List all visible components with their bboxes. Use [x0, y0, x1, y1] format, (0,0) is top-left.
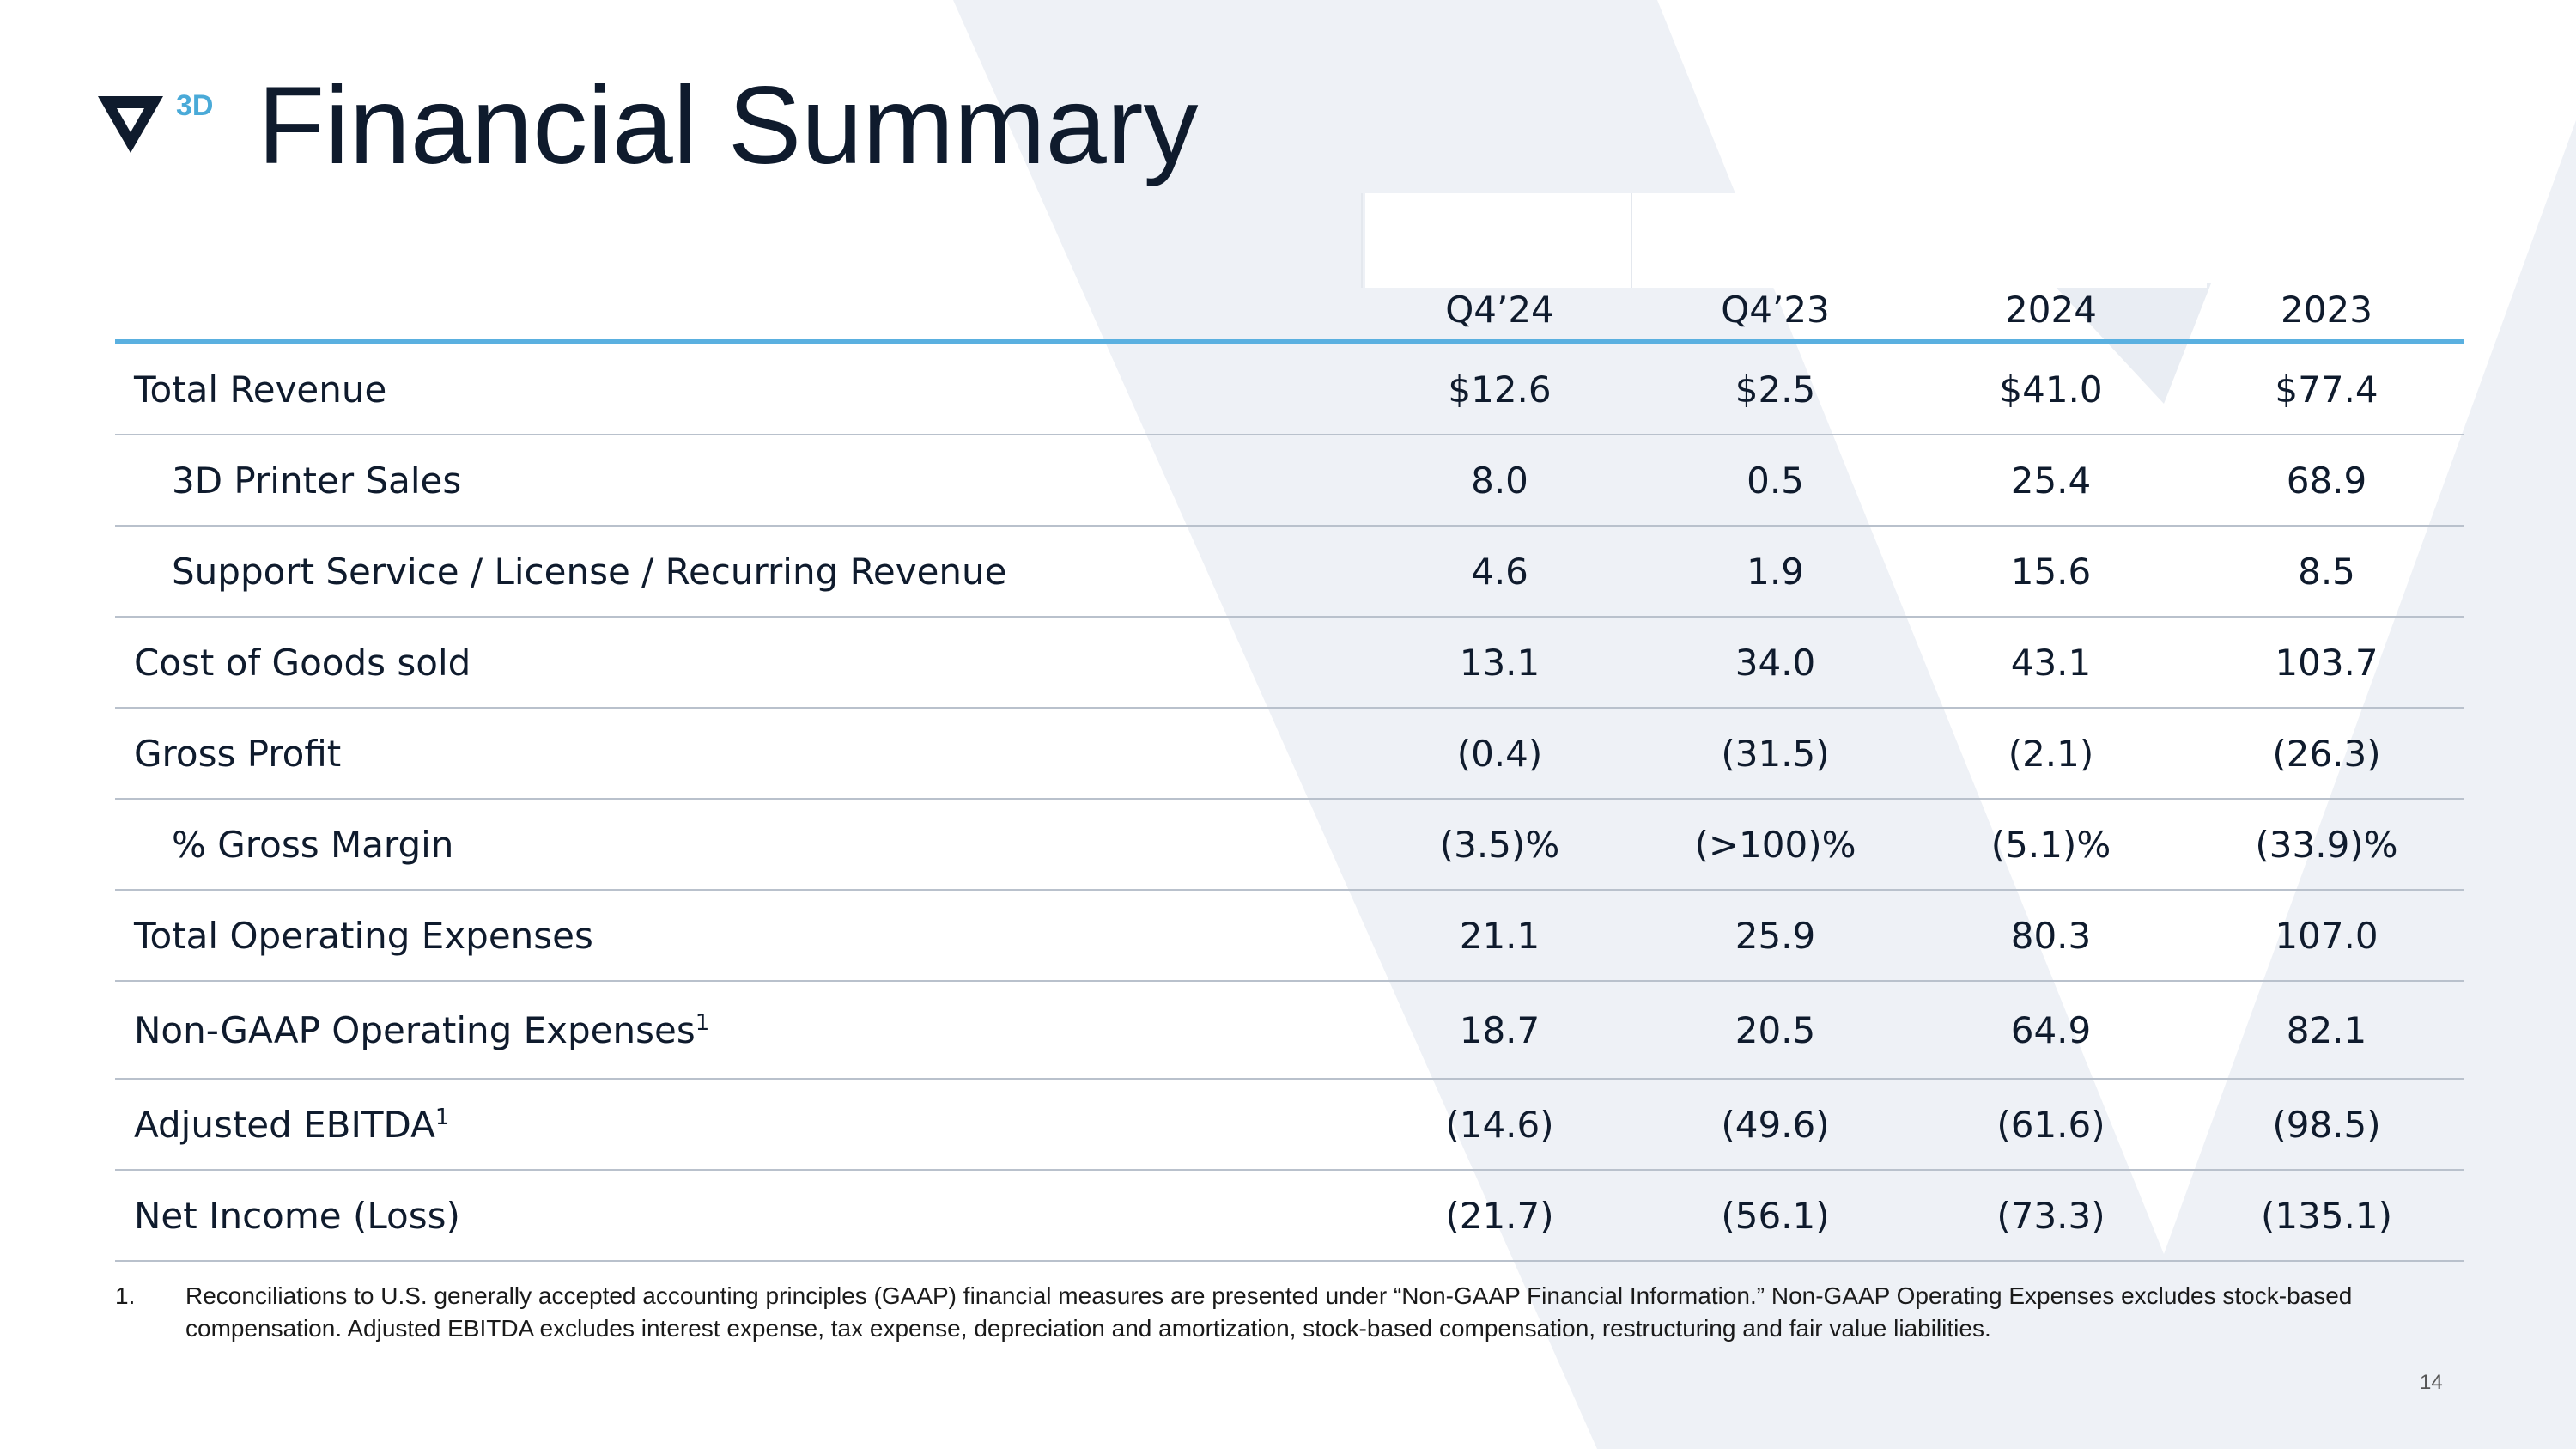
cell-value: 82.1 [2189, 981, 2464, 1080]
footnote-number: 1. [115, 1282, 136, 1309]
financial-summary-table: Q4’24 Q4’23 2024 2023 Total Revenue $12.… [115, 271, 2464, 1262]
table-row: Net Income (Loss) (21.7) (56.1) (73.3) (… [115, 1170, 2464, 1262]
page-number: 14 [2420, 1371, 2443, 1394]
cell-value: (3.5)% [1362, 799, 1637, 891]
footnote: 1. Reconciliations to U.S. generally acc… [115, 1280, 2391, 1345]
row-label: Net Income (Loss) [115, 1170, 1362, 1262]
cell-value: 103.7 [2189, 617, 2464, 709]
cell-value: (21.7) [1362, 1170, 1637, 1262]
page-title: Financial Summary [258, 64, 1199, 187]
table-row: Total Operating Expenses 21.1 25.9 80.3 … [115, 890, 2464, 982]
logo-3d-text: 3D [176, 89, 214, 122]
cell-value: 18.7 [1362, 981, 1637, 1080]
row-label: Total Operating Expenses [115, 890, 1362, 982]
cell-value: (33.9)% [2189, 799, 2464, 891]
cell-value: 80.3 [1913, 890, 2189, 982]
table-row: Adjusted EBITDA1 (14.6) (49.6) (61.6) (9… [115, 1079, 2464, 1171]
row-label: Support Service / License / Recurring Re… [115, 526, 1362, 618]
cell-value: $12.6 [1362, 342, 1637, 435]
table-row: Total Revenue $12.6 $2.5 $41.0 $77.4 [115, 342, 2464, 435]
row-label: 3D Printer Sales [115, 435, 1362, 527]
cell-value: 21.1 [1362, 890, 1637, 982]
cell-value: 0.5 [1637, 435, 1913, 527]
cell-value: (26.3) [2189, 708, 2464, 800]
table-row: 3D Printer Sales 8.0 0.5 25.4 68.9 [115, 435, 2464, 527]
cell-value: (2.1) [1913, 708, 2189, 800]
row-label: Cost of Goods sold [115, 617, 1362, 709]
cell-value: $2.5 [1637, 342, 1913, 435]
cell-value: 1.9 [1637, 526, 1913, 618]
row-label: Total Revenue [115, 342, 1362, 435]
cell-value: 20.5 [1637, 981, 1913, 1080]
cell-value: (14.6) [1362, 1079, 1637, 1171]
table-row: Non-GAAP Operating Expenses1 18.7 20.5 6… [115, 981, 2464, 1080]
table-row: Cost of Goods sold 13.1 34.0 43.1 103.7 [115, 617, 2464, 709]
cell-value: 25.4 [1913, 435, 2189, 527]
column-header: 2023 [2189, 271, 2464, 344]
cell-value: (56.1) [1637, 1170, 1913, 1262]
cell-value: 68.9 [2189, 435, 2464, 527]
column-header: 2024 [1913, 271, 2189, 344]
row-label: Adjusted EBITDA1 [115, 1079, 1362, 1171]
cell-value: 43.1 [1913, 617, 2189, 709]
cell-value: 4.6 [1362, 526, 1637, 618]
cell-value: (98.5) [2189, 1079, 2464, 1171]
cell-value: (49.6) [1637, 1079, 1913, 1171]
column-header: Q4’23 [1637, 271, 1913, 344]
cell-value: (31.5) [1637, 708, 1913, 800]
cell-value: (5.1)% [1913, 799, 2189, 891]
row-label: Gross Profit [115, 708, 1362, 800]
cell-value: (0.4) [1362, 708, 1637, 800]
table-header-row: Q4’24 Q4’23 2024 2023 [115, 271, 2464, 344]
footnote-marker: 1 [695, 1009, 710, 1036]
row-label: Non-GAAP Operating Expenses1 [115, 981, 1362, 1080]
cell-value: 34.0 [1637, 617, 1913, 709]
cell-value: 8.5 [2189, 526, 2464, 618]
table-row: Support Service / License / Recurring Re… [115, 526, 2464, 618]
cell-value: (61.6) [1913, 1079, 2189, 1171]
table-row: Gross Profit (0.4) (31.5) (2.1) (26.3) [115, 708, 2464, 800]
row-label: % Gross Margin [115, 799, 1362, 891]
footnote-marker: 1 [434, 1104, 450, 1130]
cell-value: $77.4 [2189, 342, 2464, 435]
brand-logo-icon [98, 96, 163, 153]
cell-value: (135.1) [2189, 1170, 2464, 1262]
cell-value: 25.9 [1637, 890, 1913, 982]
cell-value: 13.1 [1362, 617, 1637, 709]
cell-value: (73.3) [1913, 1170, 2189, 1262]
table-row: % Gross Margin (3.5)% (>100)% (5.1)% (33… [115, 799, 2464, 891]
column-header: Q4’24 [1362, 271, 1637, 344]
cell-value: 8.0 [1362, 435, 1637, 527]
footnote-text: Reconciliations to U.S. generally accept… [185, 1282, 2353, 1342]
cell-value: 15.6 [1913, 526, 2189, 618]
cell-value: $41.0 [1913, 342, 2189, 435]
header-label-cell [115, 271, 1362, 344]
cell-value: (>100)% [1637, 799, 1913, 891]
cell-value: 107.0 [2189, 890, 2464, 982]
cell-value: 64.9 [1913, 981, 2189, 1080]
